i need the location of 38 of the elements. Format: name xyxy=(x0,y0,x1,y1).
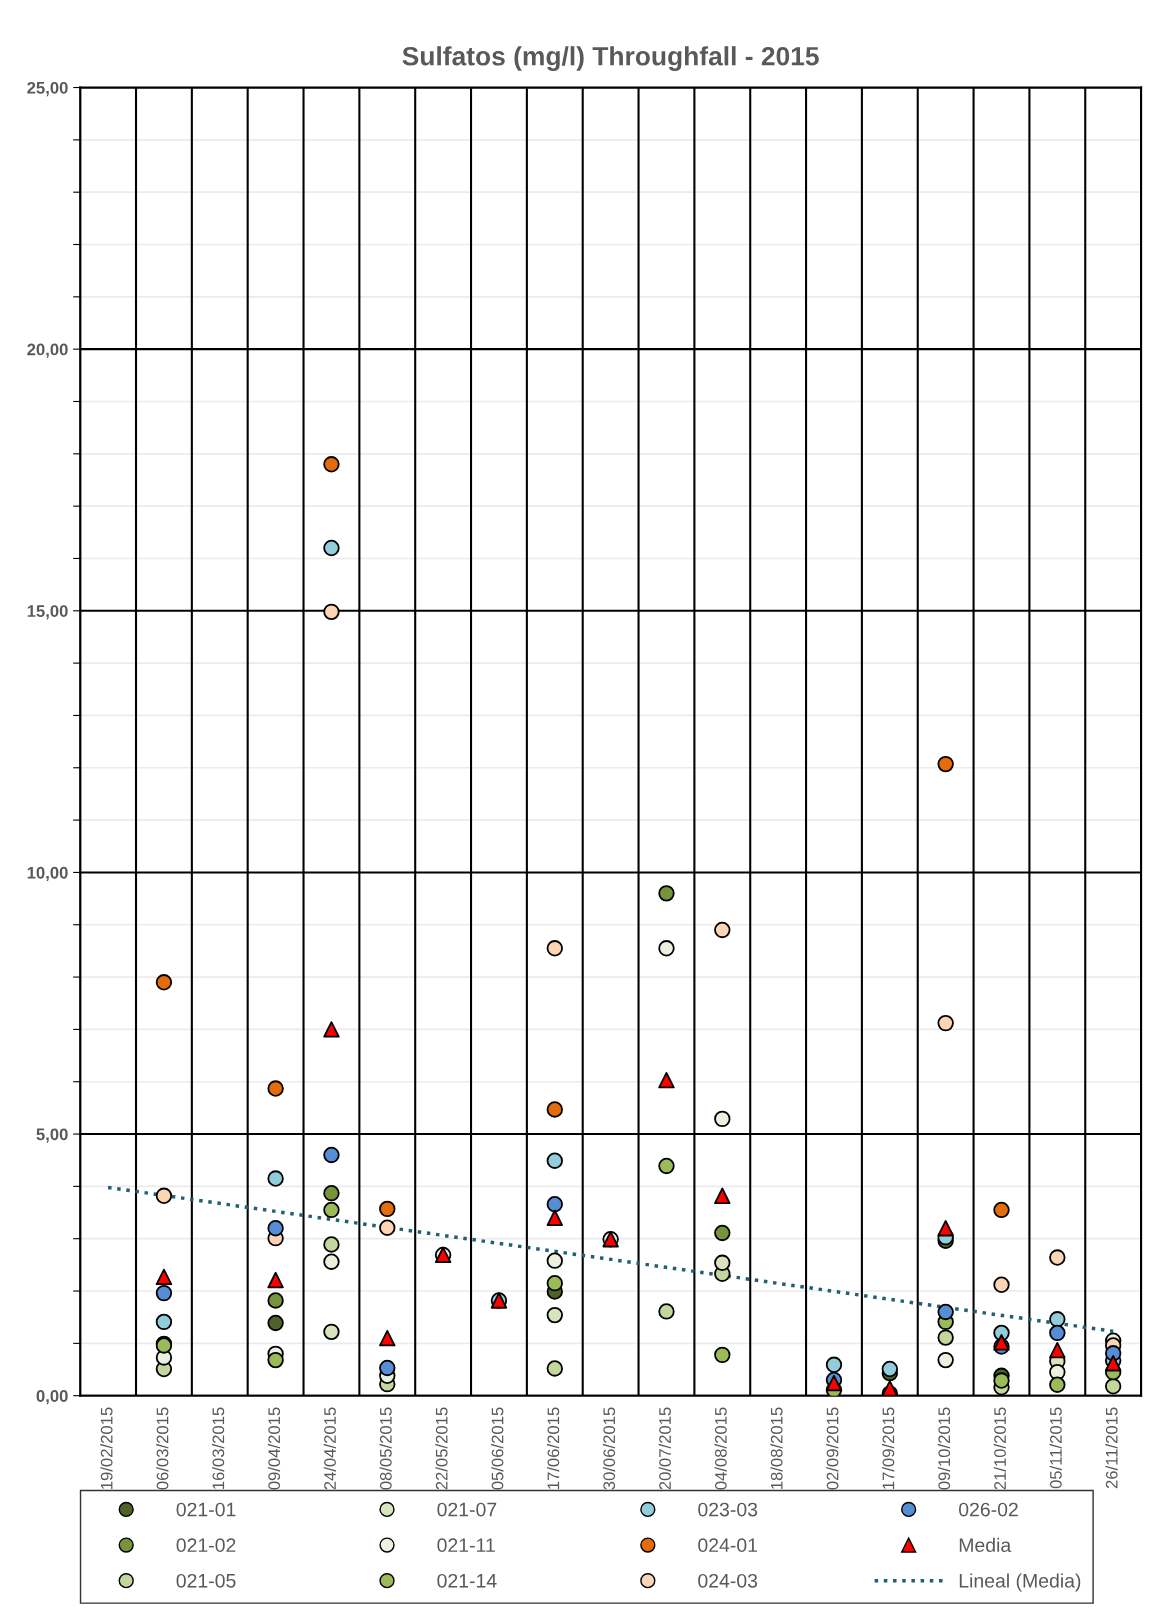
x-tick-label: 04/08/2015 xyxy=(714,1407,727,1490)
x-tick-label: 17/09/2015 xyxy=(882,1407,895,1489)
x-tick-label: 06/03/2015 xyxy=(156,1407,169,1490)
x-tick-label: 05/11/2015 xyxy=(1049,1407,1062,1489)
x-tick-label: 24/04/2015 xyxy=(323,1407,336,1490)
x-tick-label: 26/11/2015 xyxy=(1105,1407,1118,1489)
x-tick-label: 05/06/2015 xyxy=(491,1407,504,1490)
x-tick-label: 09/10/2015 xyxy=(937,1407,951,1490)
y-tick-label: 15,00 xyxy=(27,605,68,620)
y-tick-label: 0,00 xyxy=(36,1390,68,1405)
x-tick-label: 19/02/2015 xyxy=(100,1407,113,1489)
legend-label: 021-05 xyxy=(176,1573,236,1588)
legend-label: Lineal (Media) xyxy=(959,1573,1081,1592)
legend-label: 023-03 xyxy=(698,1502,758,1517)
x-tick-label: 18/08/2015 xyxy=(770,1407,783,1489)
x-tick-label: 16/03/2015 xyxy=(212,1407,225,1489)
legend-label: 021-02 xyxy=(176,1538,236,1553)
legend-label: 024-03 xyxy=(698,1573,758,1588)
legend-label: 021-01 xyxy=(176,1502,236,1517)
x-tick-label: 30/06/2015 xyxy=(602,1407,616,1490)
y-tick-label: 25,00 xyxy=(27,81,68,97)
x-tick-label: 21/10/2015 xyxy=(993,1407,1006,1490)
legend-label: 024-01 xyxy=(698,1538,758,1553)
legend-label: Media xyxy=(959,1537,1012,1553)
x-tick-label: 02/09/2015 xyxy=(826,1407,839,1490)
x-tick-label: 22/05/2015 xyxy=(435,1407,448,1490)
x-tick-label: 20/07/2015 xyxy=(658,1407,671,1490)
legend-label: 021-11 xyxy=(437,1538,495,1553)
y-tick-label: 10,00 xyxy=(27,866,68,882)
y-tick-label: 20,00 xyxy=(27,343,68,358)
legend-label: 021-07 xyxy=(437,1502,497,1517)
y-tick-label: 5,00 xyxy=(36,1128,68,1143)
x-tick-label: 08/05/2015 xyxy=(379,1407,392,1490)
legend-label: 026-02 xyxy=(959,1502,1018,1517)
legend-label: 021-14 xyxy=(437,1573,497,1588)
x-tick-label: 17/06/2015 xyxy=(547,1407,560,1489)
chart-title: Sulfatos (mg/l) Throughfall - 2015 xyxy=(402,46,819,71)
x-tick-label: 09/04/2015 xyxy=(267,1407,281,1490)
